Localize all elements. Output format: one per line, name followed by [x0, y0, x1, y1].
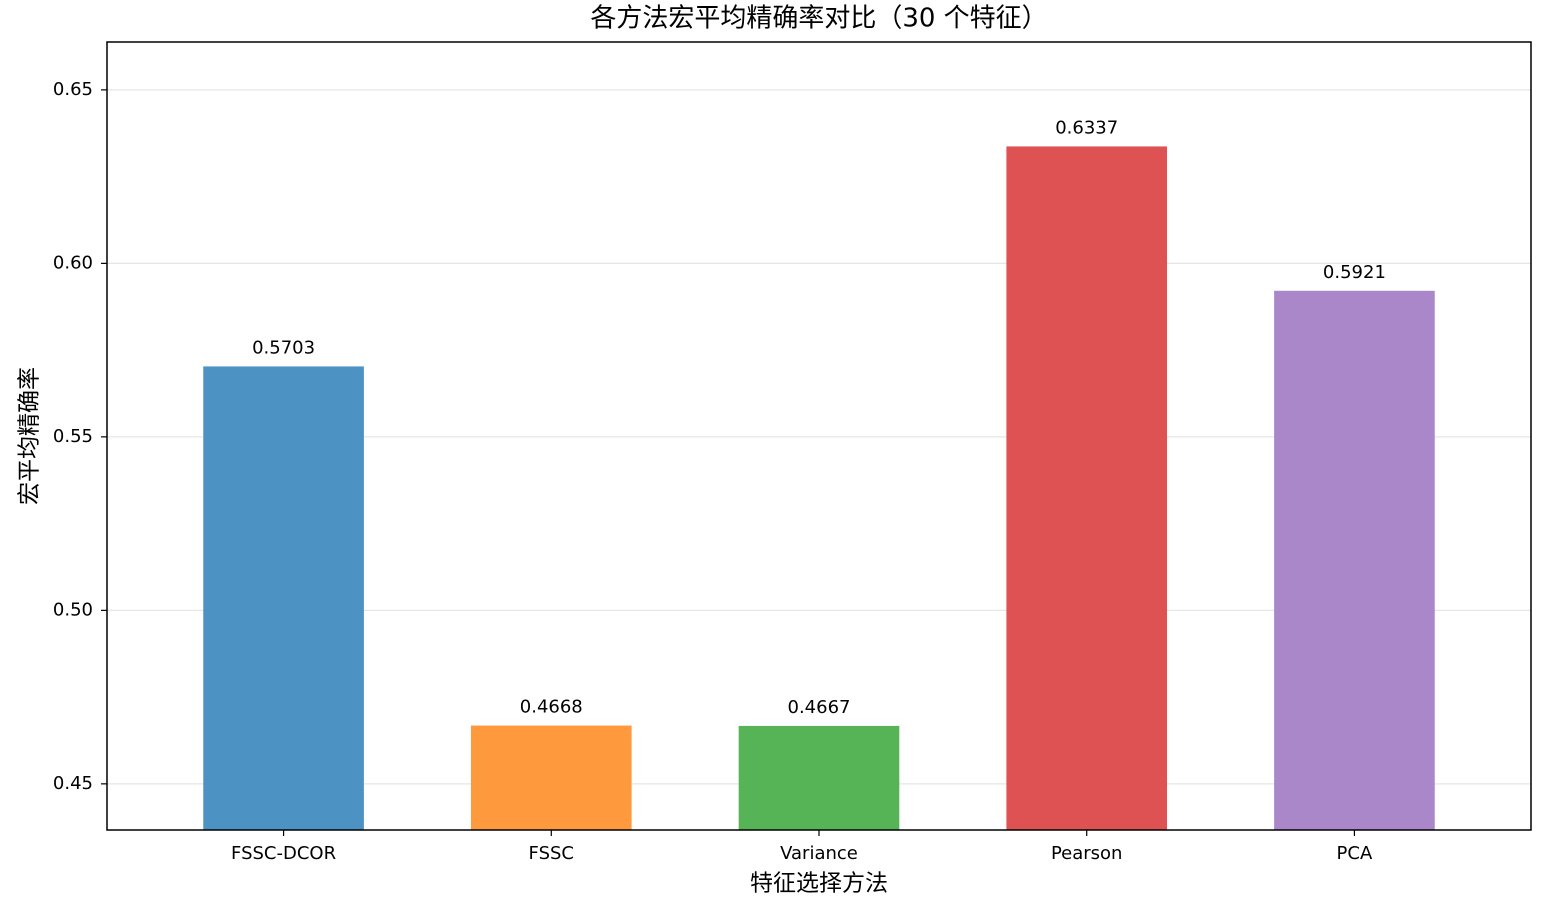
y-tick-label: 0.60	[53, 252, 93, 273]
value-label: 0.4668	[520, 697, 583, 718]
y-tick-label: 0.45	[53, 773, 93, 794]
x-tick-label: Variance	[780, 843, 858, 864]
x-axis-label: 特征选择方法	[750, 871, 888, 897]
bar	[203, 366, 364, 830]
bar	[470, 725, 632, 830]
x-tick-label: FSSC-DCOR	[231, 843, 336, 864]
y-tick-label: 0.50	[53, 599, 93, 620]
x-tick-label: Pearson	[1051, 843, 1123, 864]
value-label: 0.6337	[1055, 117, 1118, 138]
y-axis-label: 宏平均精确率	[17, 367, 43, 505]
bar	[738, 725, 900, 830]
value-label: 0.4667	[788, 697, 851, 718]
bar	[1006, 146, 1168, 831]
y-tick-label: 0.65	[53, 79, 93, 100]
x-tick-label: PCA	[1337, 843, 1373, 864]
y-tick-label: 0.55	[53, 426, 93, 447]
value-label: 0.5703	[252, 337, 315, 358]
x-tick-label: FSSC	[529, 843, 574, 864]
bar-layer	[203, 146, 1435, 831]
chart-title: 各方法宏平均精确率对比（30 个特征）	[590, 4, 1047, 34]
bar	[1274, 290, 1435, 830]
value-label: 0.5921	[1323, 262, 1386, 283]
